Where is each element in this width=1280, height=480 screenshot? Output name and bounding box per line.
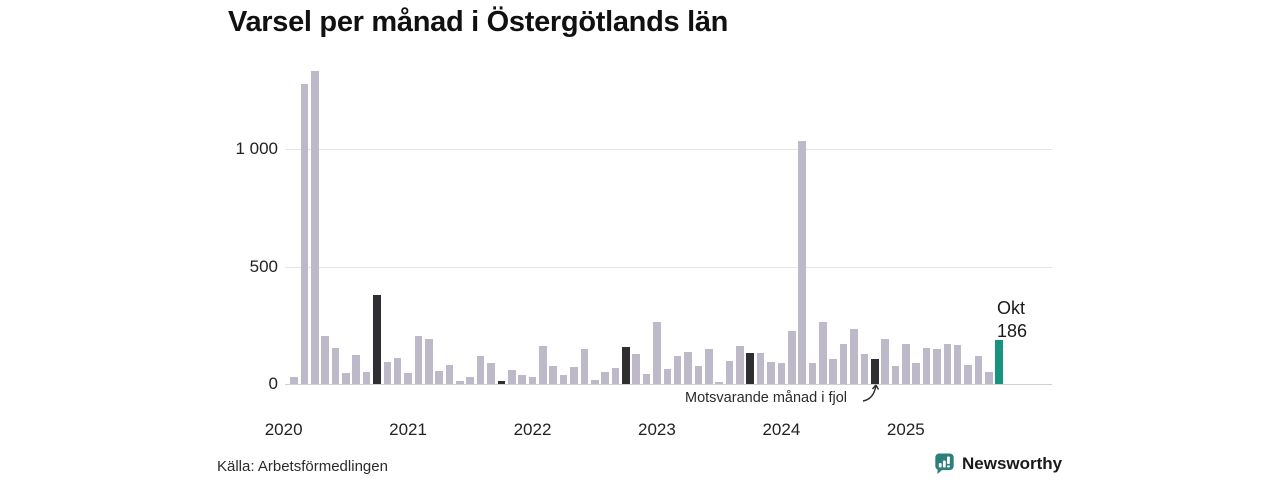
bar <box>611 368 620 384</box>
bar <box>414 335 423 384</box>
chart-title: Varsel per månad i Östergötlands län <box>228 6 729 38</box>
bar <box>559 375 568 384</box>
bar <box>632 353 640 384</box>
bar <box>425 339 433 384</box>
gridline <box>285 149 1052 150</box>
x-axis-tick-label: 2020 <box>264 420 303 439</box>
y-axis-tick-label: 500 <box>249 256 278 276</box>
bar-highlight <box>995 340 1003 384</box>
x-axis-tick-label: 2023 <box>638 420 676 439</box>
bar <box>787 331 796 384</box>
bar <box>922 348 931 384</box>
bar <box>725 360 734 384</box>
bar <box>393 358 402 384</box>
bar <box>476 356 485 384</box>
bar <box>404 373 412 384</box>
bar <box>933 348 941 384</box>
bar <box>321 335 329 384</box>
bar <box>290 376 298 384</box>
bar <box>819 321 827 384</box>
bar <box>974 356 983 384</box>
bar <box>362 372 371 384</box>
highlight-value-label: Okt 186 <box>997 297 1027 343</box>
y-axis-tick-label: 1 000 <box>235 139 278 158</box>
bar <box>705 348 713 384</box>
bar <box>507 370 516 384</box>
bar <box>539 345 547 384</box>
bar <box>850 329 858 384</box>
bar <box>984 372 993 384</box>
bar <box>570 367 578 384</box>
bar <box>684 352 692 384</box>
x-axis-tick-label: 2021 <box>389 420 427 439</box>
bar <box>808 363 817 384</box>
bar <box>943 344 952 384</box>
bar <box>881 338 889 384</box>
source-label: Källa: Arbetsförmedlingen <box>217 458 388 475</box>
bar <box>715 382 723 384</box>
x-axis-line <box>285 384 1052 385</box>
bar <box>694 365 703 384</box>
bar <box>653 321 661 384</box>
bar <box>860 353 869 384</box>
newsworthy-logo: Newsworthy <box>934 452 1062 475</box>
x-axis-tick-label: 2024 <box>762 420 801 439</box>
bar <box>673 356 682 384</box>
y-axis-tick-label: 0 <box>268 374 278 393</box>
x-axis-tick-label: 2022 <box>513 420 552 439</box>
bar <box>445 365 454 384</box>
bar <box>331 348 340 384</box>
bar <box>456 380 464 384</box>
bar <box>580 348 589 384</box>
bar <box>466 376 475 384</box>
bar <box>487 363 495 384</box>
annotation-arrow-icon <box>862 384 880 402</box>
bar <box>435 371 443 384</box>
bar <box>953 344 962 384</box>
bar <box>518 375 526 384</box>
bar-last-year <box>870 359 879 384</box>
bar <box>777 363 786 384</box>
bar <box>300 84 309 384</box>
highlight-value: 186 <box>997 321 1028 341</box>
bar-last-year <box>746 352 755 384</box>
bar <box>767 361 775 384</box>
bar <box>902 343 910 384</box>
bar <box>756 353 765 384</box>
bar <box>964 364 972 384</box>
highlight-month: Okt <box>997 298 1026 318</box>
newsworthy-wordmark: Newsworthy <box>962 453 1063 473</box>
bar-last-year <box>497 381 506 384</box>
bar <box>891 365 900 384</box>
bar-last-year <box>373 294 381 384</box>
bar <box>642 373 651 384</box>
bar <box>528 377 537 384</box>
bar <box>342 373 350 384</box>
bar <box>601 372 609 384</box>
bar <box>549 365 558 384</box>
bar <box>839 344 848 384</box>
bar <box>912 363 920 384</box>
bar <box>663 368 672 384</box>
gridline <box>285 266 1052 268</box>
annotation-last-year: Motsvarande månad i fjol <box>685 390 847 406</box>
bar-last-year <box>622 347 630 384</box>
newsworthy-chart-bubble-icon <box>935 453 954 474</box>
bar <box>352 355 360 384</box>
bar <box>798 140 806 384</box>
bar <box>383 362 392 384</box>
bar <box>736 346 744 384</box>
bar <box>829 359 838 384</box>
bar <box>590 380 599 384</box>
bar <box>310 71 319 384</box>
annotation-text: Motsvarande månad i fjol <box>685 390 847 406</box>
x-axis-tick-label: 2025 <box>886 420 925 439</box>
